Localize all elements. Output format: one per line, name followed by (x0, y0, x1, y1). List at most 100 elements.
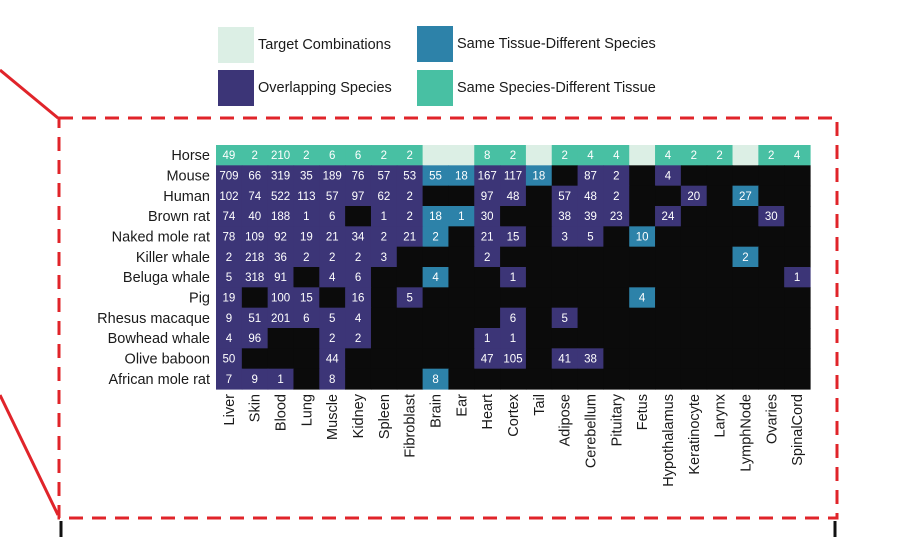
column-label-blood: Blood (274, 394, 290, 431)
cell-value-brown-rat-adipose: 38 (558, 211, 571, 223)
cell-value-rhesus-macaque-muscle: 5 (329, 313, 335, 325)
row-label-beluga-whale: Beluga whale (123, 270, 210, 286)
heatmap-cell-beluga-whale-lymphnode (732, 267, 759, 288)
cell-value-human-pituitary: 2 (613, 191, 619, 203)
cell-value-rhesus-macaque-blood: 201 (271, 313, 290, 325)
heatmap-cell-brown-rat-larynx (706, 206, 734, 227)
heatmap-cell-olive-baboon-spinalcord (784, 348, 811, 370)
heatmap-cell-killer-whale-brain (422, 246, 450, 268)
cell-value-human-lung: 113 (297, 191, 315, 203)
heatmap-cell-human-larynx (706, 185, 734, 207)
heatmap-cell-african-mole-rat-skin (241, 368, 269, 390)
heatmap-cell-rhesus-macaque-fetus (629, 307, 656, 329)
heatmap-cell-pig-liver (216, 287, 243, 309)
heatmap-cell-horse-hypothalamus (655, 145, 682, 166)
heatmap-cell-horse-larynx (706, 145, 734, 166)
cell-value-naked-mole-rat-adipose: 3 (561, 232, 567, 244)
heatmap-cell-rhesus-macaque-tail (525, 307, 553, 329)
column-label-lymphnode: LymphNode (738, 394, 754, 472)
cell-value-rhesus-macaque-skin: 51 (248, 313, 261, 325)
heatmap-cell-beluga-whale-cerebellum (577, 267, 604, 288)
heatmap-cell-bowhead-whale-cortex (500, 328, 527, 349)
heatmap-cell-killer-whale-lung (293, 246, 320, 268)
heatmap-cell-horse-cortex (500, 145, 527, 166)
legend-label-target-combinations: Target Combinations (258, 37, 391, 53)
cell-value-beluga-whale-muscle: 4 (329, 272, 336, 284)
heatmap-cell-olive-baboon-skin (241, 348, 269, 370)
heatmap-cell-olive-baboon-heart (474, 348, 501, 370)
heatmap-cell-beluga-whale-kidney (345, 267, 372, 288)
cell-value-killer-whale-lymphnode: 2 (742, 252, 748, 264)
column-label-brain: Brain (429, 394, 445, 428)
heatmap-cell-horse-spinalcord (784, 145, 811, 166)
heatmap-cell-horse-muscle (319, 145, 346, 166)
cell-value-horse-keratinocyte: 2 (691, 150, 697, 162)
heatmap-cell-naked-mole-rat-spinalcord (784, 226, 811, 248)
heatmap-cell-naked-mole-rat-keratinocyte (680, 226, 708, 248)
heatmap-cell-naked-mole-rat-blood (267, 226, 295, 248)
legend-swatch-overlapping-species (218, 70, 254, 106)
column-label-kidney: Kidney (351, 393, 367, 438)
cell-value-horse-hypothalamus: 4 (665, 150, 672, 162)
heatmap-cell-naked-mole-rat-brain (422, 226, 450, 248)
heatmap-cell-mouse-spinalcord (784, 165, 811, 187)
heatmap-cell-rhesus-macaque-liver (216, 307, 243, 329)
heatmap-cell-human-fetus (629, 185, 656, 207)
cell-value-rhesus-macaque-lung: 6 (303, 313, 309, 325)
heatmap-cell-mouse-ear (448, 165, 475, 187)
cell-value-horse-pituitary: 4 (613, 150, 620, 162)
column-label-keratinocyte: Keratinocyte (687, 394, 703, 475)
heatmap-cell-killer-whale-spleen (370, 246, 398, 268)
heatmap-cell-olive-baboon-ovaries (758, 348, 785, 370)
cell-value-horse-cortex: 2 (510, 150, 516, 162)
cell-value-human-heart: 97 (481, 191, 494, 203)
cell-value-human-adipose: 57 (558, 191, 571, 203)
heatmap-cell-naked-mole-rat-spleen (370, 226, 398, 248)
cell-value-naked-mole-rat-kidney: 34 (352, 232, 365, 244)
cell-value-mouse-blood: 319 (271, 171, 290, 183)
heatmap-cell-killer-whale-muscle (319, 246, 346, 268)
legend-swatch-same-species-different-tissue (417, 70, 453, 106)
cell-value-naked-mole-rat-heart: 21 (481, 232, 494, 244)
cell-value-pig-lung: 15 (300, 293, 313, 305)
cell-value-brown-rat-heart: 30 (481, 211, 494, 223)
heatmap-cell-african-mole-rat-spinalcord (784, 368, 811, 390)
heatmap-cell-horse-keratinocyte (680, 145, 708, 166)
heatmap-cell-killer-whale-tail (525, 246, 553, 268)
heatmap-cell-human-ovaries (758, 185, 785, 207)
cell-value-horse-spleen: 2 (381, 150, 387, 162)
heatmap-cell-human-hypothalamus (655, 185, 682, 207)
heatmap-cell-mouse-kidney (345, 165, 372, 187)
heatmap-cell-rhesus-macaque-larynx (706, 307, 734, 329)
heatmap-cell-bowhead-whale-lymphnode (732, 328, 759, 349)
heatmap-cell-naked-mole-rat-cortex (500, 226, 527, 248)
legend-item-target-combinations: Target Combinations (218, 27, 391, 63)
cell-value-horse-heart: 8 (484, 150, 490, 162)
heatmap-cell-african-mole-rat-kidney (345, 368, 372, 390)
cell-value-naked-mole-rat-skin: 109 (245, 232, 264, 244)
heatmap-cell-mouse-muscle (319, 165, 346, 187)
row-label-rhesus-macaque: Rhesus macaque (97, 311, 210, 327)
cell-value-mouse-liver: 709 (219, 171, 238, 183)
legend-item-overlapping-species: Overlapping Species (218, 70, 392, 106)
heatmap-cell-killer-whale-kidney (345, 246, 372, 268)
legend-label-same-species-different-tissue: Same Species-Different Tissue (457, 80, 656, 96)
heatmap-cell-brown-rat-spinalcord (784, 206, 811, 227)
heatmap-cell-african-mole-rat-fibroblast (396, 368, 424, 390)
cell-value-mouse-ear: 18 (455, 171, 468, 183)
cell-value-beluga-whale-kidney: 6 (355, 272, 361, 284)
heatmap-cell-horse-lymphnode (732, 145, 759, 166)
heatmap-cell-olive-baboon-lymphnode (732, 348, 759, 370)
row-label-killer-whale: Killer whale (136, 250, 210, 266)
row-label-horse: Horse (171, 148, 210, 164)
heatmap-cell-killer-whale-keratinocyte (680, 246, 708, 268)
heatmap-cell-killer-whale-fetus (629, 246, 656, 268)
cell-value-african-mole-rat-skin: 9 (252, 374, 258, 386)
cell-value-killer-whale-skin: 218 (245, 252, 264, 264)
heatmap-cell-mouse-hypothalamus (655, 165, 682, 187)
heatmap-cell-killer-whale-ovaries (758, 246, 785, 268)
heatmap-cell-mouse-spleen (370, 165, 398, 187)
cell-value-brown-rat-ear: 1 (458, 211, 464, 223)
cell-value-horse-fibroblast: 2 (406, 150, 412, 162)
